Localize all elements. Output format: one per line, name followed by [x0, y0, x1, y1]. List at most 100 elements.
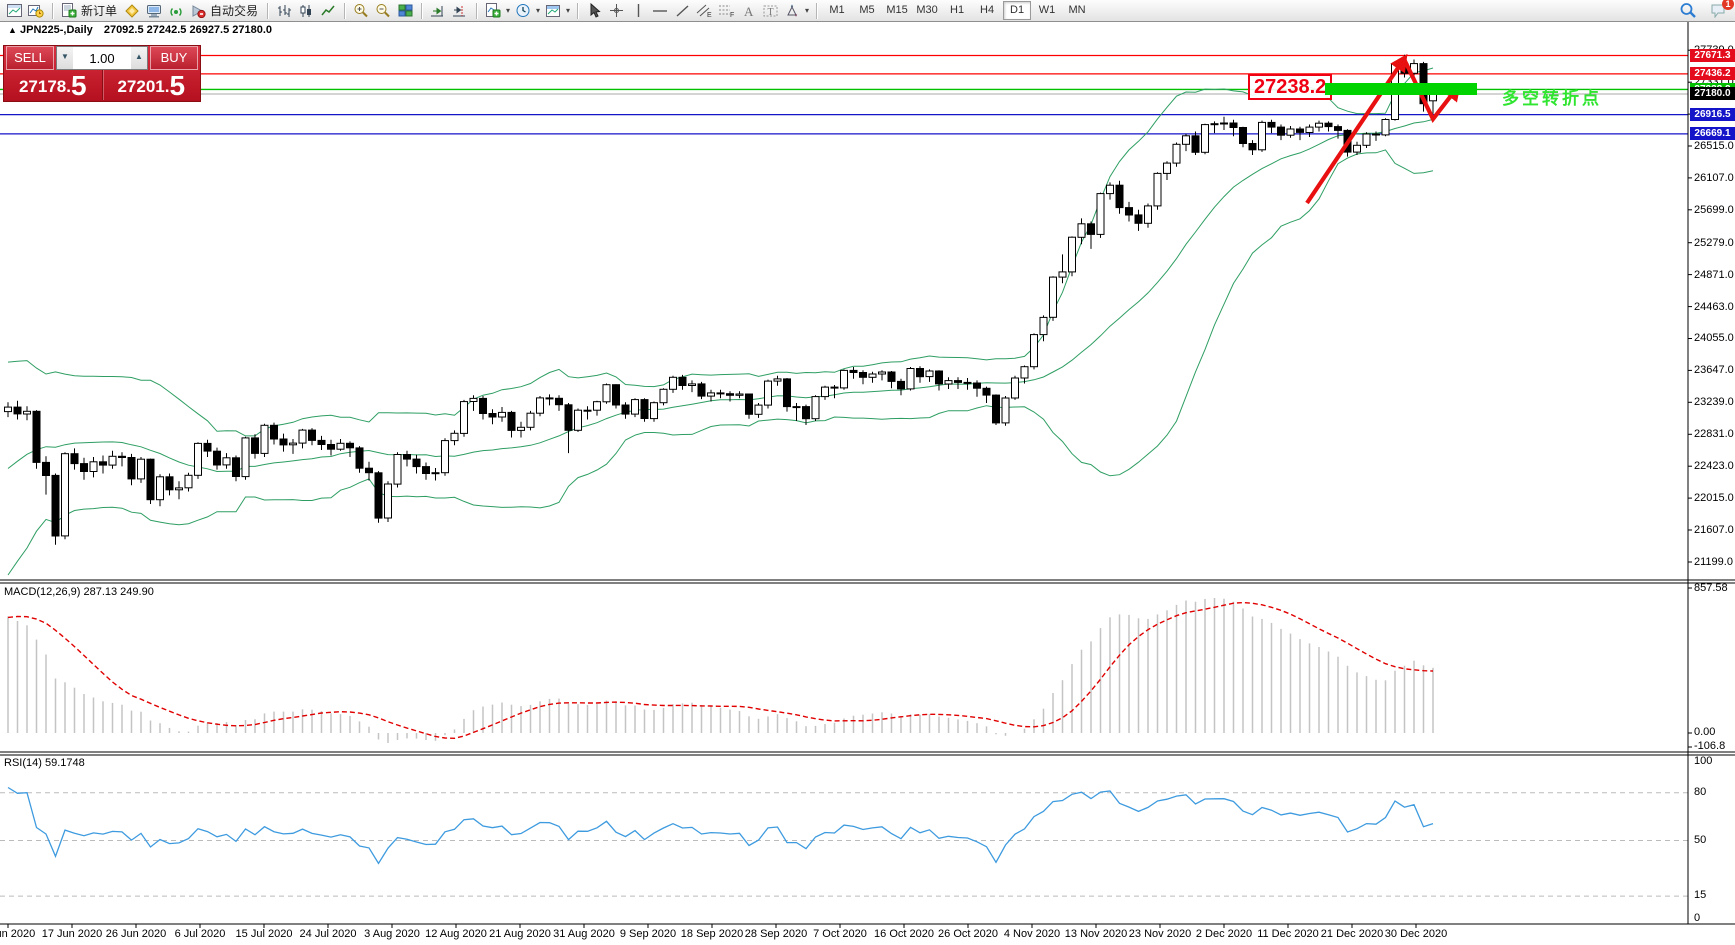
- candle-body-bull: [735, 393, 744, 396]
- candle-body-bear: [1191, 135, 1200, 153]
- periods-clock-icon[interactable]: [512, 1, 534, 21]
- rsi-axis-tick: 15: [1694, 889, 1707, 901]
- sell-price[interactable]: 27178.5: [18, 70, 87, 101]
- buy-price[interactable]: 27201.5: [117, 70, 186, 101]
- zoom-in-icon[interactable]: [350, 1, 372, 21]
- horizontal-line-icon[interactable]: [649, 1, 671, 21]
- symbol-period-label: JPN225-,Daily: [20, 24, 93, 36]
- candle-body-bull: [536, 397, 544, 414]
- candle-body-bear: [1324, 122, 1333, 128]
- candle-body-bull: [1039, 316, 1048, 336]
- y-axis-tick: 21199.0: [1694, 556, 1733, 568]
- sell-button[interactable]: SELL: [6, 46, 54, 70]
- candle-body-bear: [859, 372, 867, 378]
- arrows-tool-icon[interactable]: [781, 1, 803, 21]
- equidistant-channel-icon[interactable]: E: [693, 1, 715, 21]
- candle-body-bull: [1096, 193, 1105, 235]
- candle-body-bear: [1296, 128, 1304, 133]
- text-icon[interactable]: A: [737, 1, 759, 21]
- svg-text:F: F: [730, 12, 734, 18]
- x-axis-label: 15 Jul 2020: [235, 928, 293, 940]
- indicators-dropdown-caret[interactable]: ▾: [506, 6, 511, 15]
- templates-dropdown-caret[interactable]: ▾: [566, 6, 571, 15]
- new-chart-icon[interactable]: [3, 1, 25, 21]
- candle-body-bear: [726, 393, 734, 396]
- buy-button[interactable]: BUY: [150, 46, 198, 70]
- crosshair-icon[interactable]: [605, 1, 627, 21]
- volume-increase-button[interactable]: ▲: [131, 47, 147, 69]
- annotation-support-zone[interactable]: [1325, 83, 1477, 95]
- auto-scroll-icon[interactable]: [427, 1, 449, 21]
- arrows-dropdown-caret[interactable]: ▾: [805, 6, 810, 15]
- price-flag-27436.2: 27436.2: [1690, 67, 1735, 80]
- candle-body-bull: [840, 369, 848, 389]
- annotation-arrow[interactable]: [1402, 58, 1461, 123]
- volume-decrease-button[interactable]: ▼: [57, 47, 73, 69]
- toolbar-separator: [421, 2, 423, 19]
- candle-body-bull: [1315, 122, 1323, 128]
- timeframe-button-m15[interactable]: M15: [886, 4, 908, 16]
- candle-body-bull: [792, 406, 801, 409]
- candle-body-bear: [1229, 122, 1238, 128]
- candle-body-bull: [944, 380, 953, 385]
- candle-body-bear: [963, 381, 972, 384]
- macd-label: MACD(12,26,9) 287.13 249.90: [4, 586, 154, 598]
- timeframe-button-h1[interactable]: H1: [950, 4, 965, 16]
- timeframe-button-mn[interactable]: MN: [1068, 4, 1086, 16]
- timeframe-button-h4[interactable]: H4: [980, 4, 995, 16]
- metaeditor-icon[interactable]: [121, 1, 143, 21]
- periods-dropdown-caret[interactable]: ▾: [536, 6, 541, 15]
- zoom-out-icon[interactable]: [372, 1, 394, 21]
- chart-shift-icon[interactable]: [449, 1, 471, 21]
- indicators-icon[interactable]: [482, 1, 504, 21]
- candle-body-bull: [498, 411, 506, 418]
- toolbar-separator: [52, 2, 53, 19]
- candle-body-bear: [621, 404, 630, 415]
- line-chart-icon[interactable]: [317, 1, 339, 21]
- cursor-icon[interactable]: [583, 1, 605, 21]
- candle-body-bear: [270, 424, 278, 440]
- new-order-label[interactable]: 新订单: [81, 4, 118, 18]
- timeframe-button-m1[interactable]: M1: [829, 4, 845, 16]
- trendline-icon[interactable]: [671, 1, 693, 21]
- candle-body-bull: [1362, 133, 1371, 146]
- candle-body-bull: [156, 476, 164, 501]
- search-icon[interactable]: [1677, 1, 1699, 21]
- y-axis-tick: 21607.0: [1694, 524, 1734, 536]
- candle-body-bear: [146, 458, 155, 501]
- annotation-price-label[interactable]: 27238.2: [1248, 74, 1333, 100]
- autotrading-label[interactable]: 自动交易: [210, 4, 259, 18]
- bollinger-lower-band: [7, 149, 1434, 576]
- toolbar: 新订单 自动交易 ▾ ▾: [0, 0, 1735, 22]
- candle-body-bear: [583, 409, 592, 412]
- bar-chart-icon[interactable]: [273, 1, 295, 21]
- candle-body-bear: [802, 406, 810, 420]
- volume-input[interactable]: [73, 47, 131, 69]
- templates-icon[interactable]: [542, 1, 564, 21]
- candle-body-bull: [1058, 271, 1067, 278]
- notifications-icon[interactable]: 1: [1707, 0, 1734, 21]
- candlestick-chart-icon[interactable]: [295, 1, 317, 21]
- timeframe-button-w1[interactable]: W1: [1038, 4, 1056, 16]
- timeframe-button-m30[interactable]: M30: [916, 4, 938, 16]
- tile-windows-icon[interactable]: [394, 1, 416, 21]
- terminal-icon[interactable]: [143, 1, 165, 21]
- candle-body-bull: [688, 383, 696, 386]
- candle-body-bear: [355, 447, 364, 469]
- rsi-axis-tick: 50: [1694, 834, 1707, 846]
- toolbar-group-trade: 新订单 自动交易: [55, 0, 265, 21]
- autotrading-icon[interactable]: [187, 1, 209, 21]
- candle-body-bear: [1239, 127, 1247, 144]
- timeframe-button-d1[interactable]: D1: [1003, 1, 1032, 20]
- fibonacci-icon[interactable]: F: [715, 1, 737, 21]
- annotation-note-text[interactable]: 多空转折点: [1502, 89, 1602, 108]
- collapse-panel-arrow[interactable]: ▲: [8, 25, 17, 35]
- signals-icon[interactable]: [165, 1, 187, 21]
- profiles-icon[interactable]: [25, 1, 47, 21]
- new-order-icon[interactable]: [58, 1, 80, 21]
- vertical-line-icon[interactable]: [627, 1, 649, 21]
- text-label-icon[interactable]: T: [759, 1, 781, 21]
- timeframe-button-m5[interactable]: M5: [859, 4, 875, 16]
